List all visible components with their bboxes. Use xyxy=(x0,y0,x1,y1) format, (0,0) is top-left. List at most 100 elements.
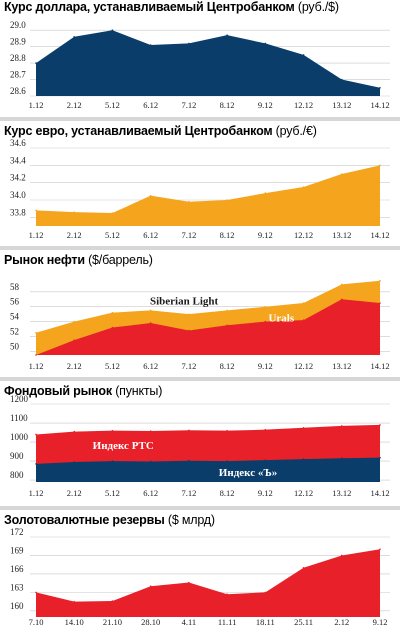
oil-market-chart: 50 52 54 56 58 Siberian Light Urals 1.12 2.12 5.1… xyxy=(10,279,390,371)
eur-series-0-point xyxy=(73,211,76,213)
x-tick-label: 6.12 xyxy=(143,230,158,240)
reserves-series-0-point xyxy=(226,593,228,596)
x-tick-label: 7.12 xyxy=(181,488,196,498)
oil-series-0-point xyxy=(188,313,190,315)
x-tick-label: 6.12 xyxy=(143,361,158,371)
x-tick-label: 12.12 xyxy=(294,230,313,240)
usd-series-0-point xyxy=(379,86,381,89)
x-tick-label: 1.12 xyxy=(29,361,44,371)
stock-series-1-point xyxy=(73,461,76,463)
reserves-title: Золотовалютные резервы ($ млрд) xyxy=(4,513,215,527)
oil-market-title-text: Рынок нефти xyxy=(4,253,85,267)
usd-series-0-point xyxy=(226,34,228,36)
x-tick-label: 12.12 xyxy=(294,488,313,498)
stock-series-0-point xyxy=(379,424,381,426)
x-tick-label: 9.12 xyxy=(258,100,273,110)
panel-divider xyxy=(0,377,400,381)
x-tick-label: 14.12 xyxy=(370,100,389,110)
oil-series-0-point xyxy=(340,283,343,286)
x-tick-label: 2.12 xyxy=(67,361,82,371)
reserves-series-0-point xyxy=(379,548,381,551)
eur-series-0-area xyxy=(36,165,380,226)
x-tick-label: 5.12 xyxy=(105,488,120,498)
x-tick-label: 12.12 xyxy=(294,100,313,110)
panel-divider xyxy=(0,246,400,250)
stock-series-1-point xyxy=(340,457,343,460)
stock-market-unit: (пункты) xyxy=(115,384,163,398)
x-tick-label: 18.11 xyxy=(256,617,275,627)
eur-series-0-point xyxy=(35,209,37,212)
x-tick-label: 9.12 xyxy=(258,230,273,240)
oil-series-0-point xyxy=(111,311,114,314)
stock-series-label: Индекс «Ъ» xyxy=(219,467,277,479)
x-tick-label: 2.12 xyxy=(67,488,82,498)
usd-series-0-point xyxy=(302,54,305,56)
oil-series-1-point xyxy=(188,329,190,332)
eur-series-0-point xyxy=(226,199,228,201)
x-tick-label: 8.12 xyxy=(220,230,235,240)
y-tick-label: 33.8 xyxy=(10,207,26,217)
eur-rate-title-text: Курс евро, устанавливаемый Центробанком xyxy=(4,124,273,138)
oil-series-1-point xyxy=(73,339,76,341)
oil-series-0-point xyxy=(264,305,267,308)
reserves-panel: Золотовалютные резервы ($ млрд) 160 163 16… xyxy=(0,513,400,628)
y-tick-label: 28.8 xyxy=(10,53,26,63)
y-tick-label: 900 xyxy=(10,451,24,461)
y-tick-label: 169 xyxy=(10,545,24,555)
x-tick-label: 9.12 xyxy=(258,488,273,498)
x-tick-label: 14.12 xyxy=(370,230,389,240)
eur-rate-chart: 33.8 34.0 34.2 34.4 34.6 1.12 2.12 5.12 6.12 7.12… xyxy=(10,138,390,240)
y-tick-label: 56 xyxy=(10,297,20,307)
y-tick-label: 50 xyxy=(10,341,20,351)
usd-series-0-point xyxy=(35,62,37,64)
oil-series-1-point xyxy=(35,354,37,356)
panel-divider xyxy=(0,506,400,510)
stock-series-1-point xyxy=(302,458,305,460)
y-tick-label: 163 xyxy=(10,582,24,592)
reserves-series-0-point xyxy=(302,566,305,569)
x-tick-label: 2.12 xyxy=(67,230,82,240)
panel-divider xyxy=(0,117,400,121)
x-tick-label: 14.12 xyxy=(370,361,389,371)
oil-series-1-point xyxy=(379,302,381,304)
oil-series-0-point xyxy=(302,302,305,304)
y-tick-label: 52 xyxy=(10,326,19,336)
x-tick-label: 2.12 xyxy=(67,100,82,110)
x-tick-label: 5.12 xyxy=(105,230,120,240)
stock-series-0-point xyxy=(264,428,267,431)
oil-series-1-point xyxy=(149,322,152,324)
usd-series-0-area xyxy=(36,30,380,96)
eur-series-0-point xyxy=(340,173,343,175)
x-tick-label: 8.12 xyxy=(220,488,235,498)
oil-series-0-point xyxy=(35,331,37,334)
x-tick-label: 4.11 xyxy=(182,617,197,627)
x-tick-label: 9.12 xyxy=(373,617,388,627)
x-tick-label: 8.12 xyxy=(220,100,235,110)
y-tick-label: 166 xyxy=(10,564,24,574)
x-tick-label: 1.12 xyxy=(29,230,44,240)
y-tick-label: 28.7 xyxy=(10,70,26,80)
usd-series-0-point xyxy=(111,29,114,32)
x-tick-label: 6.12 xyxy=(143,100,158,110)
eur-series-0-point xyxy=(149,194,152,197)
x-tick-label: 2.12 xyxy=(334,617,349,627)
eur-series-0-point xyxy=(111,212,114,214)
stock-series-1-point xyxy=(226,460,228,462)
y-tick-label: 160 xyxy=(10,601,24,611)
eur-series-0-point xyxy=(264,192,267,194)
usd-rate-title: Курс доллара, устанавливаемый Центробанк… xyxy=(4,0,339,14)
usd-series-0-point xyxy=(73,36,76,38)
oil-series-0-point xyxy=(149,309,152,312)
x-tick-label: 13.12 xyxy=(332,230,351,240)
x-tick-label: 21.10 xyxy=(103,617,122,627)
stock-market-chart: 800 900 1000 1100 1200 Индекс РТС Индекс «Ъ» 1.… xyxy=(10,394,390,498)
stock-series-label: Индекс РТС xyxy=(93,440,154,452)
stock-series-0-point xyxy=(35,433,37,436)
oil-series-1-area xyxy=(36,299,380,355)
usd-rate-unit: (руб./$) xyxy=(297,0,339,14)
x-tick-label: 9.12 xyxy=(258,361,273,371)
oil-series-1-point xyxy=(226,324,228,327)
oil-series-1-point xyxy=(264,320,267,323)
reserves-series-0-point xyxy=(340,554,343,557)
stock-series-1-point xyxy=(188,459,190,462)
